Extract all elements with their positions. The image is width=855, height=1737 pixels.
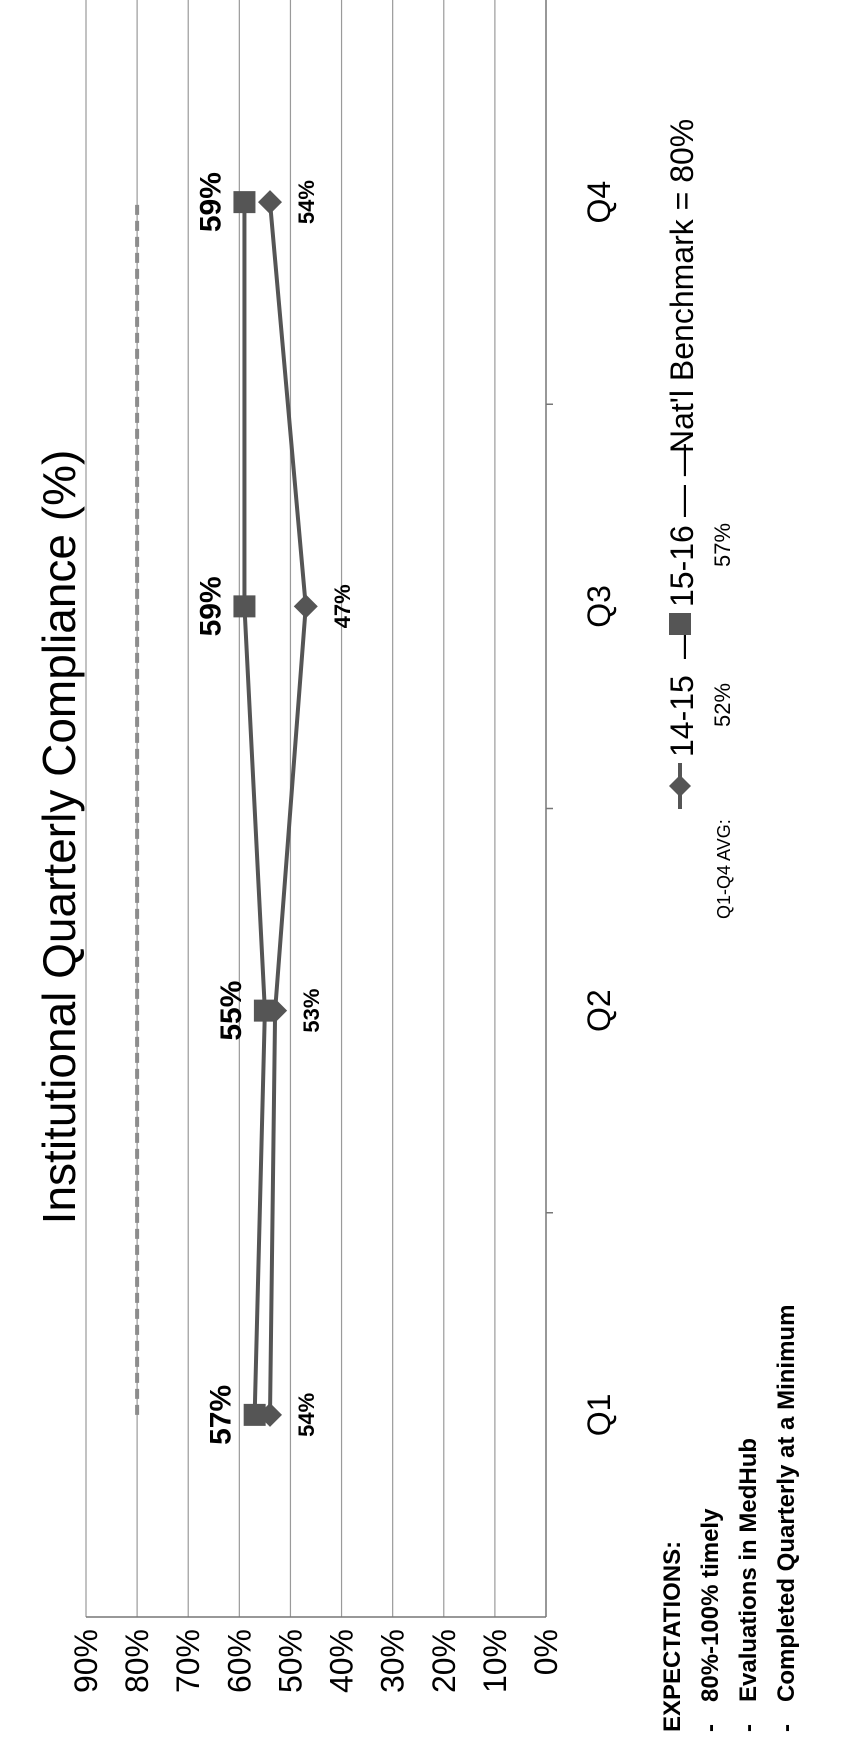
data-label-15-16: 59%	[194, 576, 227, 636]
expectation-bullet-1: -	[697, 1724, 724, 1732]
y-tick-label: 80%	[119, 1629, 155, 1693]
expectation-item-2: Evaluations in MedHub	[735, 1438, 762, 1702]
averages: Q1-Q4 AVG: 52% 57%	[710, 523, 735, 919]
legend-marker-15-16	[669, 613, 691, 635]
y-tick-label: 70%	[170, 1629, 206, 1693]
data-label-15-16: 55%	[215, 981, 248, 1041]
series-line-14-15	[268, 201, 308, 1415]
legend-separator-2: — —	[664, 444, 700, 517]
x-tick-label: Q1	[581, 1394, 617, 1437]
expectation-bullet-3: -	[773, 1724, 800, 1732]
expectations: EXPECTATIONS: - 80%-100% timely - Evalua…	[659, 1305, 800, 1732]
data-label-14-15: 54%	[294, 180, 319, 224]
average-14-15: 52%	[710, 683, 735, 727]
data-label-15-16: 59%	[194, 172, 227, 232]
x-tick-label: Q2	[581, 989, 617, 1032]
y-tick-label: 60%	[221, 1629, 257, 1693]
y-tick-label: 50%	[272, 1629, 308, 1693]
point-15-16-q4	[233, 191, 256, 214]
legend: 14-15 — 15-16 — — Nat'l Benchmark = 80%	[664, 119, 700, 809]
data-label-14-15: 47%	[330, 584, 355, 628]
expectation-bullet-2: -	[735, 1724, 762, 1732]
data-label-14-15: 53%	[299, 989, 324, 1033]
series-line-15-16	[242, 202, 267, 1415]
legend-label-14-15: 14-15	[664, 675, 700, 757]
average-label: Q1-Q4 AVG:	[714, 819, 734, 919]
point-14-15-q4	[258, 190, 282, 215]
y-tick-label: 0%	[528, 1629, 564, 1675]
legend-label-benchmark: Nat'l Benchmark = 80%	[664, 119, 700, 453]
point-14-15-q3	[293, 594, 318, 619]
point-14-15-q2	[263, 998, 288, 1023]
point-15-16-q3	[233, 595, 256, 618]
y-tick-label: 40%	[324, 1629, 360, 1693]
average-15-16: 57%	[710, 523, 735, 567]
data-label-14-15: 54%	[294, 1393, 319, 1437]
y-tick-label: 10%	[477, 1629, 513, 1693]
data-label-15-16: 57%	[205, 1385, 238, 1445]
expectation-item-3: Completed Quarterly at a Minimum	[773, 1305, 800, 1702]
point-15-16-q1	[243, 1403, 266, 1426]
y-tick-label: 30%	[375, 1629, 411, 1693]
y-tick-label: 90%	[68, 1629, 104, 1693]
expectation-item-1: 80%-100% timely	[697, 1508, 724, 1702]
x-tick-label: Q3	[581, 585, 617, 628]
point-14-15-q1	[258, 1402, 282, 1427]
series	[135, 190, 318, 1427]
legend-label-15-16: 15-16	[664, 525, 700, 607]
expectations-heading: EXPECTATIONS:	[659, 1541, 686, 1732]
data-labels: 57% 55% 59% 59% 54% 53% 47% 54%	[194, 172, 354, 1445]
y-tick-label: 20%	[426, 1629, 462, 1693]
x-tick-label: Q4	[581, 181, 617, 224]
axes: 90% 80% 70% 60% 50% 40% 30% 20% 10% 0% Q1 Q2 Q3 Q4	[68, 0, 617, 1693]
legend-marker-14-15	[669, 775, 691, 797]
chart-title: Institutional Quarterly Compliance (%)	[33, 450, 85, 1225]
